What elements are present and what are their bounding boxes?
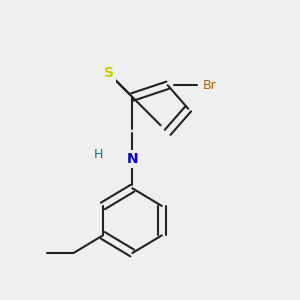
Text: Br: Br	[203, 79, 217, 92]
Text: S: S	[104, 66, 114, 80]
Text: N: N	[127, 152, 138, 166]
Text: H: H	[94, 148, 103, 161]
Text: H: H	[94, 148, 103, 161]
